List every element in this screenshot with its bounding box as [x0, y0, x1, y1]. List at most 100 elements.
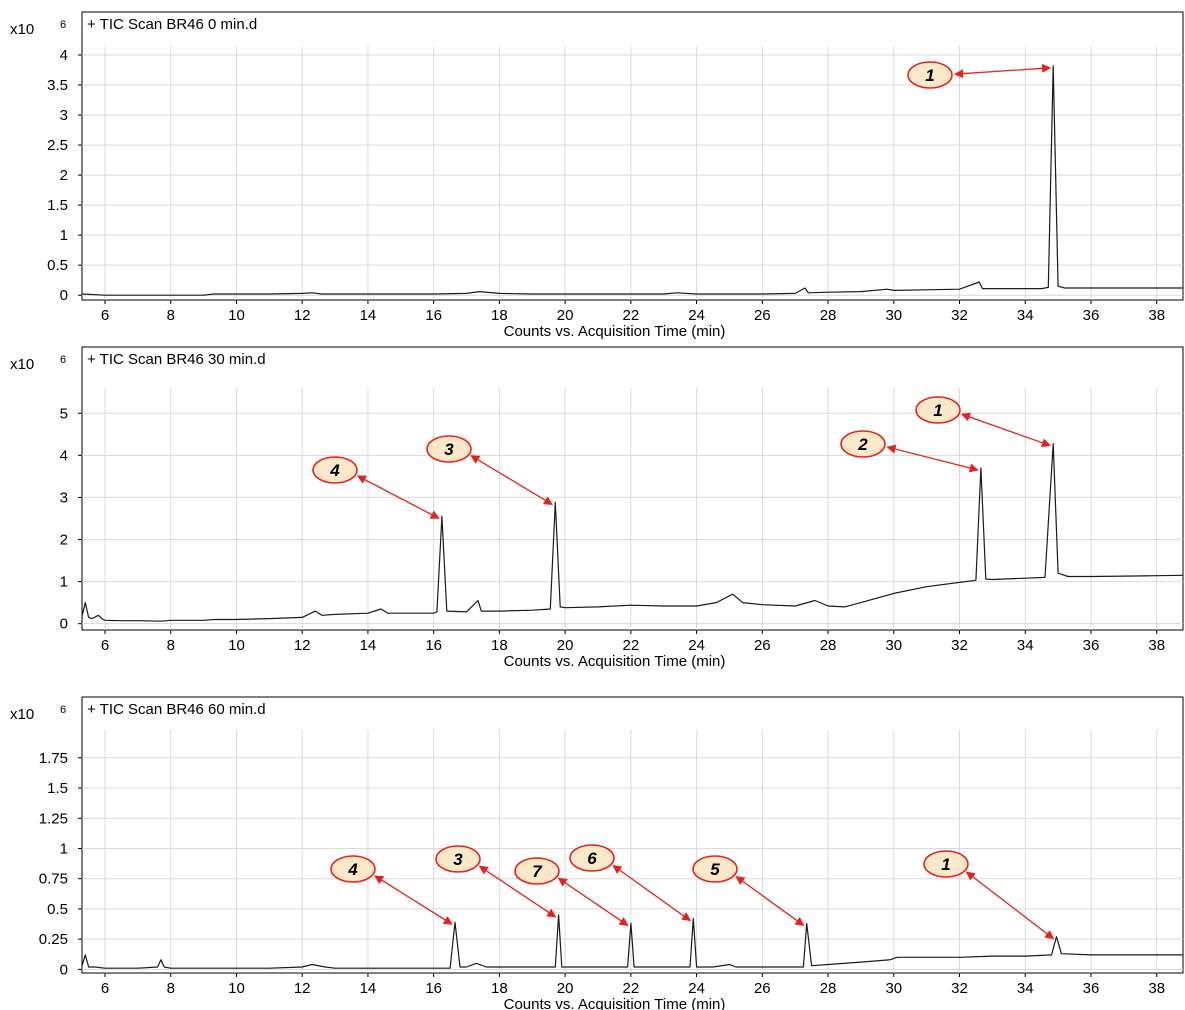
x-tick-label: 18 — [491, 980, 508, 997]
x-tick-label: 26 — [754, 980, 771, 997]
y-tick-label: 1.5 — [47, 197, 68, 214]
plot-frame — [82, 697, 1183, 973]
peak-label: 3 — [453, 850, 463, 869]
y-tick-label: 2 — [60, 532, 68, 549]
x-tick-label: 24 — [688, 637, 705, 654]
y-tick-label: 2.5 — [47, 137, 68, 154]
peak-label: 6 — [587, 849, 597, 868]
y-multiplier-exponent: 6 — [60, 19, 66, 31]
y-tick-label: 1 — [60, 227, 68, 244]
y-tick-label: 1.25 — [39, 810, 68, 827]
panel-title: + TIC Scan BR46 30 min.d — [87, 351, 266, 368]
y-multiplier-exponent: 6 — [60, 704, 66, 716]
y-tick-label: 3.5 — [47, 77, 68, 94]
peak-label: 1 — [941, 855, 950, 874]
y-tick-label: 4 — [60, 47, 68, 64]
x-tick-label: 30 — [885, 307, 902, 324]
panel-title: + TIC Scan BR46 0 min.d — [87, 16, 257, 33]
x-tick-label: 24 — [688, 307, 705, 324]
x-tick-label: 18 — [491, 307, 508, 324]
y-tick-label: 3 — [60, 489, 68, 506]
y-tick-label: 1.75 — [39, 750, 68, 767]
y-tick-label: 5 — [60, 405, 68, 422]
x-tick-label: 32 — [951, 307, 968, 324]
x-tick-label: 32 — [951, 980, 968, 997]
x-tick-label: 12 — [294, 980, 311, 997]
x-tick-label: 24 — [688, 980, 705, 997]
x-tick-label: 6 — [101, 980, 109, 997]
x-tick-label: 20 — [557, 637, 574, 654]
x-tick-label: 14 — [360, 980, 377, 997]
x-tick-label: 22 — [623, 307, 640, 324]
x-tick-label: 38 — [1148, 980, 1165, 997]
x-tick-label: 6 — [101, 307, 109, 324]
x-tick-label: 18 — [491, 637, 508, 654]
peak-label: 7 — [532, 862, 543, 881]
x-tick-label: 20 — [557, 980, 574, 997]
x-tick-label: 28 — [820, 980, 837, 997]
x-tick-label: 16 — [425, 980, 442, 997]
peak-label: 4 — [329, 461, 340, 480]
chart-panel-1: + TIC Scan BR46 0 min.d x10 6 0 0.5 1 1.5 2 2.5 3… — [10, 12, 1183, 340]
x-tick-label: 26 — [754, 307, 771, 324]
x-tick-label: 34 — [1017, 307, 1034, 324]
x-tick-label: 8 — [167, 637, 175, 654]
peak-label: 5 — [710, 860, 720, 879]
y-tick-label: 0.5 — [47, 901, 68, 918]
panel-title: + TIC Scan BR46 60 min.d — [87, 701, 266, 718]
x-tick-label: 36 — [1083, 307, 1100, 324]
x-tick-label: 10 — [228, 980, 245, 997]
y-tick-label: 4 — [60, 447, 68, 464]
x-tick-label: 8 — [167, 980, 175, 997]
x-tick-label: 6 — [101, 637, 109, 654]
x-tick-label: 10 — [228, 637, 245, 654]
x-tick-label: 12 — [294, 307, 311, 324]
x-tick-label: 20 — [557, 307, 574, 324]
x-tick-label: 34 — [1017, 980, 1034, 997]
x-tick-label: 28 — [820, 637, 837, 654]
y-tick-label: 0.75 — [39, 871, 68, 888]
y-tick-label: 1.5 — [47, 780, 68, 797]
y-multiplier: x10 — [10, 706, 34, 723]
x-axis-label: Counts vs. Acquisition Time (min) — [504, 653, 726, 670]
x-tick-label: 8 — [167, 307, 175, 324]
peak-label: 3 — [444, 440, 454, 459]
plot-frame — [82, 347, 1183, 630]
peak-label: 1 — [925, 66, 934, 85]
x-tick-label: 16 — [425, 307, 442, 324]
x-tick-label: 22 — [623, 980, 640, 997]
x-tick-label: 34 — [1017, 637, 1034, 654]
x-axis-label: Counts vs. Acquisition Time (min) — [504, 996, 726, 1010]
y-tick-label: 0 — [60, 616, 68, 633]
chart-panel-2: + TIC Scan BR46 30 min.dx10 60123456 8 10 12… — [10, 347, 1183, 670]
x-tick-label: 28 — [820, 307, 837, 324]
x-tick-label: 16 — [425, 637, 442, 654]
y-tick-label: 0.25 — [39, 931, 68, 948]
chart-panel-3: + TIC Scan BR46 60 min.d x10 6 0 0.25 0.5 0.75… — [10, 697, 1183, 1010]
x-tick-label: 30 — [885, 980, 902, 997]
peak-label: 4 — [347, 860, 358, 879]
x-tick-label: 12 — [294, 637, 311, 654]
y-tick-label: 0 — [60, 961, 68, 978]
x-tick-label: 14 — [360, 637, 377, 654]
peak-label: 1 — [933, 401, 942, 420]
y-multiplier-exponent: 6 — [60, 354, 66, 366]
x-tick-label: 30 — [885, 637, 902, 654]
y-tick-label: 1 — [60, 840, 68, 857]
y-tick-label: 3 — [60, 107, 68, 124]
peak-label: 2 — [857, 435, 868, 454]
x-axis-label: Counts vs. Acquisition Time (min) — [504, 323, 726, 340]
y-tick-label: 0.5 — [47, 257, 68, 274]
x-tick-label: 10 — [228, 307, 245, 324]
x-tick-label: 38 — [1148, 307, 1165, 324]
x-tick-label: 26 — [754, 637, 771, 654]
y-tick-label: 1 — [60, 574, 68, 591]
x-tick-label: 22 — [623, 637, 640, 654]
x-tick-label: 38 — [1148, 637, 1165, 654]
x-tick-label: 36 — [1083, 637, 1100, 654]
y-multiplier: x10 — [10, 21, 34, 38]
y-tick-label: 2 — [60, 167, 68, 184]
x-tick-label: 36 — [1083, 980, 1100, 997]
y-tick-label: 0 — [60, 287, 68, 304]
